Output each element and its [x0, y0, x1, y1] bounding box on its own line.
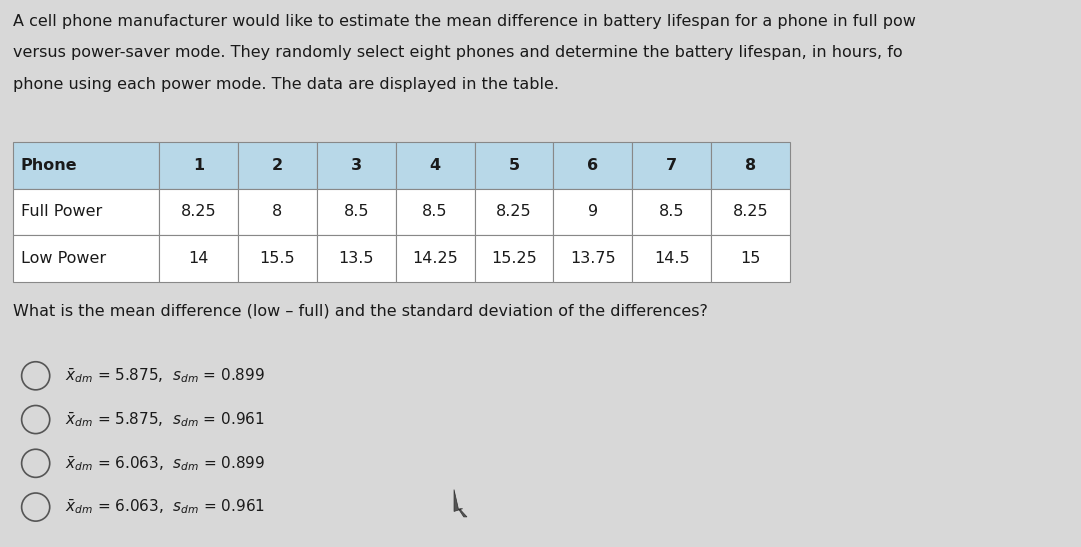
Polygon shape: [454, 490, 467, 517]
Bar: [317, 235, 396, 282]
Text: 5: 5: [508, 158, 520, 173]
Text: $\bar{x}_{dm}$ = 6.063,  $s_{dm}$ = 0.899: $\bar{x}_{dm}$ = 6.063, $s_{dm}$ = 0.899: [65, 454, 265, 473]
Text: 1: 1: [192, 158, 204, 173]
Text: 2: 2: [271, 158, 283, 173]
Bar: [632, 189, 711, 235]
Text: 8: 8: [745, 158, 757, 173]
Bar: [632, 142, 711, 189]
Text: 8.5: 8.5: [423, 205, 448, 219]
Text: 13.5: 13.5: [338, 251, 374, 266]
Text: $\bar{x}_{dm}$ = 5.875,  $s_{dm}$ = 0.961: $\bar{x}_{dm}$ = 5.875, $s_{dm}$ = 0.961: [65, 410, 265, 429]
Text: 8.25: 8.25: [733, 205, 769, 219]
Bar: [159, 189, 238, 235]
Bar: [396, 189, 475, 235]
Bar: [396, 235, 475, 282]
Bar: [711, 235, 790, 282]
Text: 7: 7: [666, 158, 678, 173]
Text: 14.5: 14.5: [654, 251, 690, 266]
Text: 8.5: 8.5: [344, 205, 369, 219]
Text: 6: 6: [587, 158, 599, 173]
Bar: [13, 142, 159, 189]
Text: What is the mean difference (low – full) and the standard deviation of the diffe: What is the mean difference (low – full)…: [13, 304, 708, 318]
Text: $\bar{x}_{dm}$ = 5.875,  $s_{dm}$ = 0.899: $\bar{x}_{dm}$ = 5.875, $s_{dm}$ = 0.899: [65, 366, 265, 385]
Text: $\bar{x}_{dm}$ = 6.063,  $s_{dm}$ = 0.961: $\bar{x}_{dm}$ = 6.063, $s_{dm}$ = 0.961: [65, 498, 265, 516]
Text: 8: 8: [272, 205, 282, 219]
Bar: [553, 235, 632, 282]
Text: 8.25: 8.25: [181, 205, 216, 219]
Text: versus power-saver mode. They randomly select eight phones and determine the bat: versus power-saver mode. They randomly s…: [13, 45, 903, 60]
Bar: [396, 142, 475, 189]
Text: Low Power: Low Power: [21, 251, 106, 266]
Text: 14: 14: [188, 251, 209, 266]
Text: Phone: Phone: [21, 158, 77, 173]
Bar: [159, 235, 238, 282]
Bar: [553, 142, 632, 189]
Bar: [238, 235, 317, 282]
Bar: [159, 142, 238, 189]
Text: 9: 9: [588, 205, 598, 219]
Text: 14.25: 14.25: [412, 251, 458, 266]
Text: 8.5: 8.5: [659, 205, 684, 219]
Text: 13.75: 13.75: [570, 251, 616, 266]
Text: 4: 4: [429, 158, 441, 173]
Bar: [475, 235, 553, 282]
Bar: [238, 142, 317, 189]
Bar: [317, 189, 396, 235]
Bar: [475, 189, 553, 235]
Text: 15.5: 15.5: [259, 251, 295, 266]
Text: Full Power: Full Power: [21, 205, 102, 219]
Bar: [711, 142, 790, 189]
Text: 8.25: 8.25: [496, 205, 532, 219]
Bar: [238, 189, 317, 235]
Bar: [13, 189, 159, 235]
Bar: [553, 189, 632, 235]
Text: phone using each power mode. The data are displayed in the table.: phone using each power mode. The data ar…: [13, 77, 559, 92]
Text: 15.25: 15.25: [491, 251, 537, 266]
Bar: [317, 142, 396, 189]
Text: A cell phone manufacturer would like to estimate the mean difference in battery : A cell phone manufacturer would like to …: [13, 14, 916, 28]
Bar: [711, 189, 790, 235]
Bar: [13, 235, 159, 282]
Text: 3: 3: [350, 158, 362, 173]
Bar: [632, 235, 711, 282]
Bar: [475, 142, 553, 189]
Text: 15: 15: [740, 251, 761, 266]
